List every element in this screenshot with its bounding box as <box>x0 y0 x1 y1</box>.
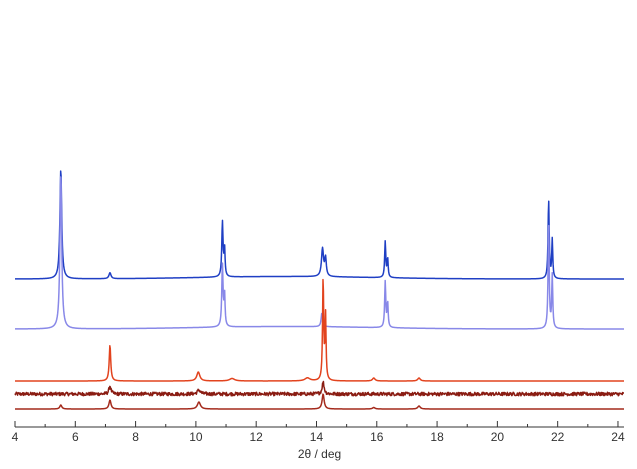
x-tick-label: 12 <box>250 430 264 444</box>
pattern-trace-5 <box>14 393 625 410</box>
diffraction-traces <box>14 170 625 410</box>
x-tick-label: 22 <box>551 430 565 444</box>
x-axis-title: 2θ / deg <box>298 447 341 461</box>
pattern-trace-4 <box>14 380 625 397</box>
x-tick-label: 4 <box>12 430 19 444</box>
x-tick-label: 20 <box>491 430 505 444</box>
x-tick-label: 16 <box>370 430 384 444</box>
x-axis-ticks: 4 6 8 10 12 14 16 18 20 22 24 <box>12 421 625 444</box>
x-tick-label: 8 <box>132 430 139 444</box>
pattern-trace-1 <box>14 170 625 280</box>
x-tick-label: 6 <box>72 430 79 444</box>
pattern-trace-3 <box>14 278 625 382</box>
x-tick-label: 10 <box>189 430 203 444</box>
pattern-trace-2 <box>14 176 625 330</box>
x-tick-label: 24 <box>611 430 625 444</box>
x-tick-label: 14 <box>310 430 324 444</box>
x-tick-label: 18 <box>430 430 444 444</box>
